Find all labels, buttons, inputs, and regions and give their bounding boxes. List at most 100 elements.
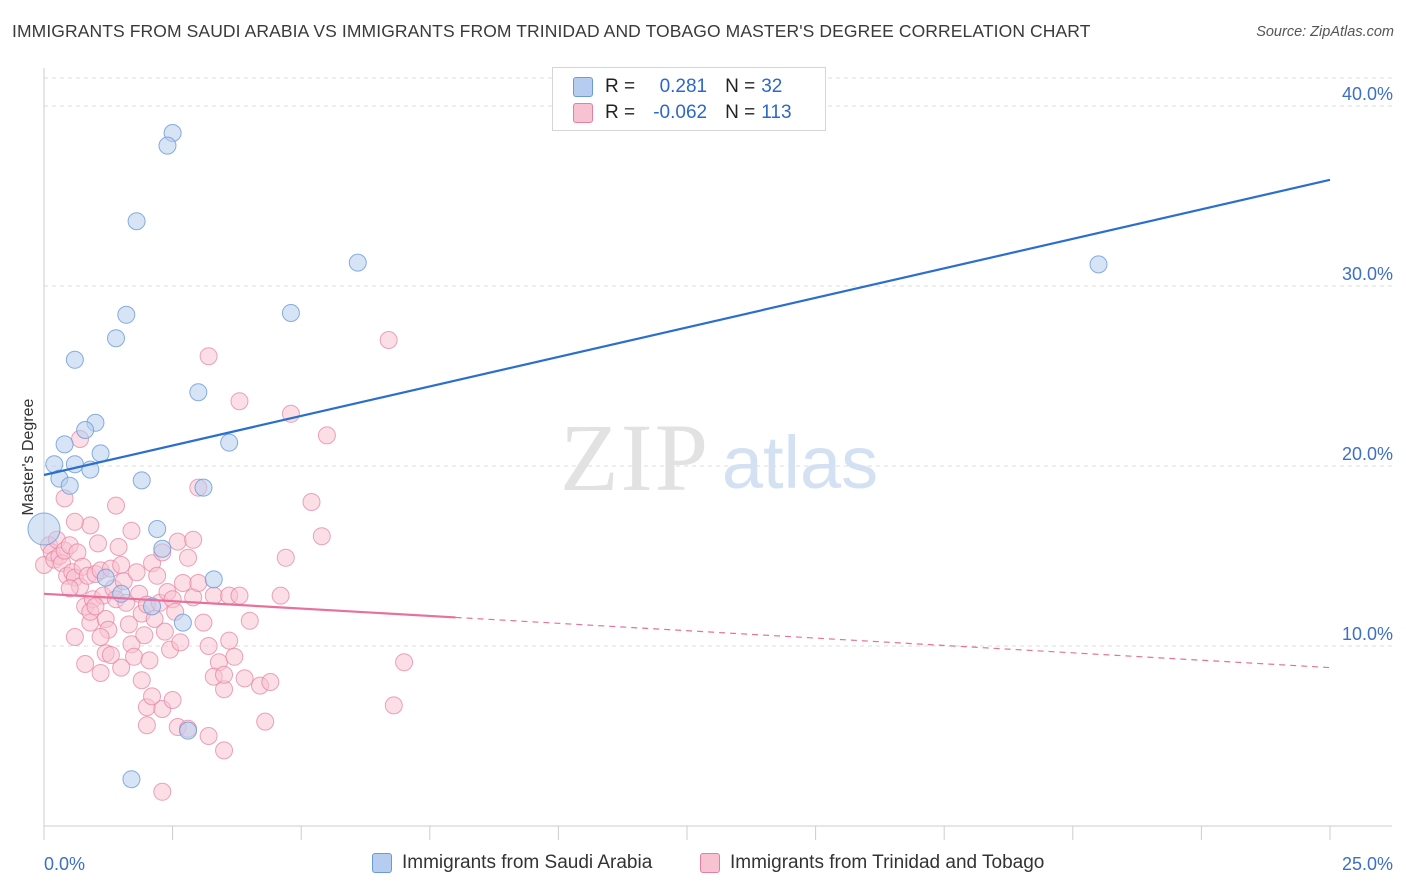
point-trinidad (312, 527, 331, 546)
point-trinidad (317, 426, 336, 445)
point-trinidad (276, 548, 295, 567)
legend-series: Immigrants from Saudi Arabia Immigrants … (0, 852, 1406, 878)
point-saudi (76, 421, 95, 439)
point-trinidad (155, 622, 174, 641)
point-trinidad (379, 331, 398, 349)
point-saudi (179, 721, 198, 740)
legend-label-trinidad: Immigrants from Trinidad and Tobago (730, 852, 1045, 873)
point-trinidad (189, 574, 208, 592)
n-label: N = (725, 102, 756, 123)
point-saudi (55, 435, 74, 454)
point-trinidad (235, 669, 254, 688)
point-trinidad (60, 579, 79, 598)
y-tick-label: 40.0% (1342, 84, 1393, 104)
axes (43, 68, 1392, 840)
point-saudi (91, 444, 110, 463)
watermark-atlas: atlas (722, 421, 878, 504)
point-saudi (107, 329, 126, 348)
r-label: R = (605, 102, 636, 123)
n-label: N = (725, 76, 756, 97)
point-trinidad (256, 712, 275, 731)
source-label: Source: ZipAtlas.com (1256, 24, 1394, 40)
point-trinidad (119, 615, 138, 634)
watermark-zip: ZIP (560, 404, 710, 511)
point-saudi (27, 512, 61, 546)
point-saudi (281, 304, 300, 322)
point-trinidad (91, 664, 110, 682)
point-saudi (189, 383, 208, 402)
point-trinidad (199, 727, 218, 745)
y-tick-label: 20.0% (1342, 444, 1393, 464)
x-tick-label: 25.0% (1342, 854, 1393, 874)
point-trinidad (65, 512, 84, 531)
point-trinidad (137, 716, 156, 735)
point-trinidad (109, 538, 128, 556)
trend-line-trinidad-dashed (455, 616, 1331, 669)
point-trinidad (230, 392, 249, 411)
point-saudi (127, 212, 146, 231)
point-saudi (220, 433, 239, 452)
point-saudi (117, 305, 136, 324)
point-saudi (60, 476, 79, 495)
point-trinidad (122, 521, 141, 540)
watermark: ZIP atlas (560, 404, 878, 511)
point-trinidad (220, 631, 239, 650)
r-label: R = (605, 76, 636, 97)
legend-row-trinidad: R = -0.062 N = 113 (573, 100, 792, 126)
x-tick-label: 0.0% (44, 854, 85, 874)
point-trinidad (65, 628, 84, 646)
n-value: 32 (761, 76, 783, 97)
point-trinidad (199, 347, 218, 366)
point-saudi (122, 770, 141, 789)
point-trinidad (89, 534, 108, 553)
tick-labels: 10.0% 20.0% 30.0% 40.0% 0.0% 25.0% (44, 84, 1393, 874)
point-trinidad (81, 516, 100, 535)
y-axis-label: Master's Degree (20, 398, 37, 515)
point-trinidad (199, 637, 218, 655)
legend-label-saudi: Immigrants from Saudi Arabia (402, 852, 653, 873)
point-trinidad (194, 613, 213, 632)
legend-correlation: R = 0.281 N = 32 R = -0.062 N = 113 (552, 67, 826, 131)
point-trinidad (112, 556, 131, 574)
point-trinidad (271, 586, 290, 605)
point-saudi (143, 597, 162, 616)
point-trinidad (112, 658, 131, 677)
trend-line-trinidad (43, 592, 456, 619)
chart-title: IMMIGRANTS FROM SAUDI ARABIA VS IMMIGRAN… (12, 21, 1091, 41)
point-trinidad (86, 597, 105, 616)
point-saudi (132, 471, 151, 490)
point-saudi (204, 570, 223, 589)
series-trinidad-points (35, 331, 414, 801)
legend-item-trinidad: Immigrants from Trinidad and Tobago (700, 852, 1044, 874)
r-value: 0.281 (659, 76, 708, 97)
series-saudi-points (27, 124, 1108, 789)
point-trinidad (140, 651, 159, 670)
legend-swatch-pink (700, 853, 720, 873)
trend-lines (43, 178, 1331, 669)
point-saudi (65, 350, 84, 369)
legend-swatch-blue (372, 853, 392, 873)
trend-line-saudi (43, 178, 1331, 477)
point-trinidad (204, 586, 223, 605)
point-trinidad (127, 563, 146, 582)
point-trinidad (153, 782, 172, 801)
point-trinidad (215, 665, 234, 684)
y-tick-label: 30.0% (1342, 264, 1393, 284)
point-saudi (348, 253, 367, 272)
point-trinidad (230, 586, 249, 605)
point-trinidad (171, 633, 190, 652)
point-saudi (148, 520, 167, 538)
point-trinidad (395, 653, 414, 672)
point-trinidad (184, 530, 203, 549)
point-trinidad (261, 673, 280, 691)
point-trinidad (148, 566, 167, 585)
legend-item-saudi: Immigrants from Saudi Arabia (372, 852, 652, 874)
point-trinidad (215, 741, 234, 760)
point-trinidad (132, 671, 151, 690)
point-trinidad (91, 628, 110, 646)
point-trinidad (163, 691, 182, 709)
point-saudi (158, 136, 177, 155)
point-trinidad (179, 548, 198, 567)
point-trinidad (384, 696, 403, 715)
